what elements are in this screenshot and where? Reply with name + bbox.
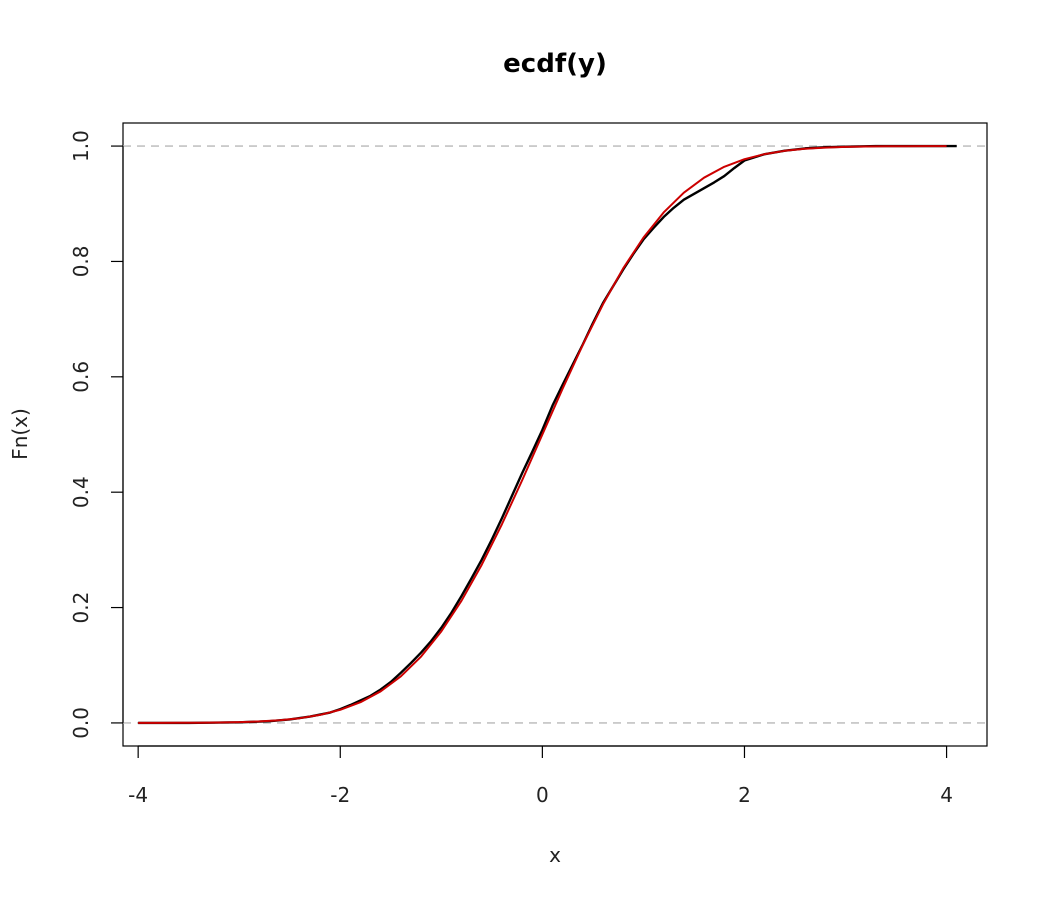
series-line-1 — [138, 145, 947, 724]
x-tick-label-1: -2 — [330, 783, 350, 807]
series-line-0 — [138, 144, 957, 725]
series-layer — [138, 144, 957, 725]
reference-lines — [123, 145, 987, 724]
y-axis: 0.0 0.2 0.4 0.6 0.8 1.0 — [69, 130, 124, 739]
x-tick-label-3: 2 — [738, 783, 751, 807]
y-tick-label-2: 0.4 — [69, 476, 93, 508]
x-axis: -4 -2 0 2 4 — [128, 745, 953, 807]
y-tick-label-5: 1.0 — [69, 130, 93, 162]
y-tick-label-4: 0.8 — [69, 245, 93, 277]
chart-title: ecdf(y) — [503, 49, 607, 79]
y-tick-label-1: 0.2 — [69, 592, 93, 624]
x-axis-label: x — [549, 843, 561, 867]
plot-area-frame — [122, 122, 988, 747]
y-tick-label-0: 0.0 — [69, 707, 93, 739]
x-tick-label-2: 0 — [536, 783, 549, 807]
x-tick-label-0: -4 — [128, 783, 148, 807]
y-tick-label-3: 0.6 — [69, 361, 93, 393]
x-tick-label-4: 4 — [940, 783, 953, 807]
y-axis-label: Fn(x) — [8, 408, 32, 460]
